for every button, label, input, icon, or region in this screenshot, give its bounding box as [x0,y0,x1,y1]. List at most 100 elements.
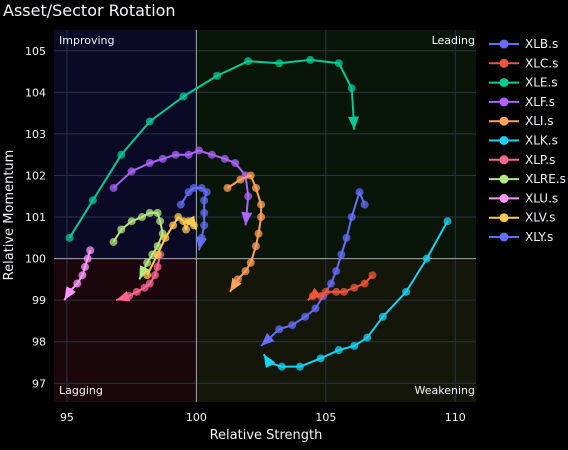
x-axis-ticks: 95 100 105 110 [60,411,466,424]
data-point [83,254,92,263]
data-point [182,225,191,234]
series-xlcs [307,271,377,301]
data-point [327,279,336,288]
data-point [311,304,320,313]
data-point [275,59,284,68]
data-point [275,325,284,334]
data-point [145,159,154,168]
data-point [251,242,260,251]
data-point [254,229,263,238]
legend-item: XLP.s [489,153,555,167]
y-tick-label: 104 [25,86,46,99]
y-tick-label: 98 [32,336,46,349]
legend-marker [499,213,509,223]
x-tick-label: 100 [186,411,207,424]
legend-item: XLE.s [489,76,558,90]
arrow-head [241,211,253,226]
data-point [350,283,359,292]
data-point [223,183,232,192]
legend-item: XLB.s [489,37,558,51]
data-point [194,146,203,155]
data-point [241,267,250,276]
data-point [332,267,341,276]
data-point [143,258,152,267]
y-tick-label: 103 [25,128,46,141]
series-xles [65,55,360,242]
y-tick-label: 105 [25,45,46,58]
data-point [176,200,185,209]
quadrant-labels: Improving Leading Lagging Weakening [59,34,475,397]
data-point [337,250,346,259]
legend-item: XLU.s [489,191,558,205]
data-point [332,287,341,296]
data-point [127,167,136,176]
quadrant-label-weakening: Weakening [415,384,475,397]
arrow-head [184,215,197,230]
legend-item: XLI.s [489,114,554,128]
arrow-head [263,354,276,369]
data-point [246,171,255,180]
data-point [422,254,431,263]
data-point [138,213,147,222]
center-lines [54,30,476,402]
legend-item: XLF.s [489,95,555,109]
y-tick-label: 101 [25,211,46,224]
data-point [402,287,411,296]
data-point [301,312,310,321]
legend-label: XLV.s [525,211,555,225]
legend-marker [499,78,509,88]
series-xlks [262,217,452,371]
legend-item: XLRE.s [489,172,566,186]
quadrant-label-lagging: Lagging [59,384,103,397]
data-point [161,233,170,242]
legend-label: XLB.s [525,37,558,51]
data-point [246,258,255,267]
data-point [184,150,193,159]
data-point [231,159,240,168]
y-tick-label: 97 [32,377,46,390]
legend-item: XLK.s [489,134,558,148]
quadrant-backgrounds [54,30,476,402]
data-point [339,287,348,296]
data-point [295,362,304,371]
x-axis-title: Relative Strength [210,428,323,443]
data-point [443,217,452,226]
legend-item: XLV.s [489,211,555,225]
series-xlys [176,183,211,251]
data-point [334,346,343,355]
data-point [257,213,266,222]
data-point [251,183,260,192]
data-point [153,208,162,217]
legend-item: XLY.s [489,230,553,244]
y-axis-ticks: 97 98 99 100 101 102 103 104 105 [25,45,46,391]
legend-marker [499,232,509,242]
data-point [207,150,216,159]
legend-label: XLY.s [525,230,553,244]
quadrant-weakening [196,258,476,402]
legend-marker [499,136,509,145]
data-point [347,213,356,222]
arrow-head [196,236,208,251]
y-tick-label: 100 [25,253,46,266]
legend-marker [499,155,509,165]
data-point [127,217,136,226]
data-point [171,150,180,159]
quadrant-label-improving: Improving [59,34,114,47]
data-point [244,192,253,201]
data-point [153,262,162,271]
data-point [86,246,95,255]
data-point [306,55,315,64]
arrow-head [307,287,322,301]
data-point [347,84,356,93]
legend-marker [499,97,509,107]
data-point [288,321,297,330]
x-tick-label: 95 [60,411,74,424]
legend-label: XLU.s [525,191,558,205]
legend-label: XLE.s [525,76,558,90]
data-point [200,196,209,205]
data-point [109,237,118,246]
arrow-head [348,116,360,130]
data-point [355,188,364,197]
data-point [236,175,245,184]
series-xlis [223,171,266,293]
